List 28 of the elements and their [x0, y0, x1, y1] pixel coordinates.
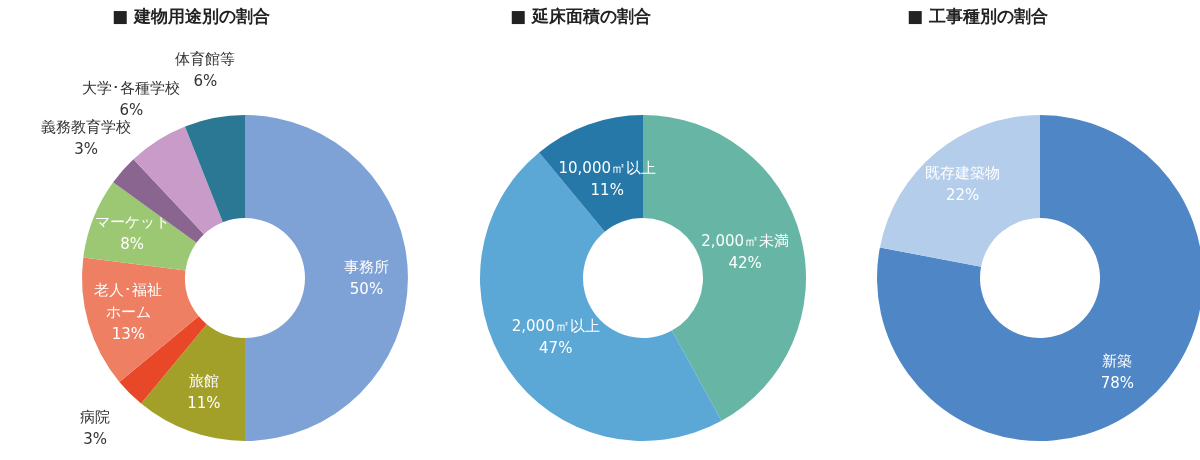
slice-label: 旅館: [188, 372, 219, 391]
slice-label: 2,000㎡未満: [701, 231, 790, 250]
data-label: 47%: [539, 339, 573, 358]
data-label: 13%: [111, 324, 145, 343]
slice-label: 老人･福祉ホーム: [94, 280, 163, 321]
data-label: 11%: [187, 394, 221, 413]
chart-title: ■ 工事種別の割合: [907, 6, 1048, 26]
chart-title: ■ 延床面積の割合: [510, 6, 651, 26]
slice-label: 大学･各種学校: [82, 79, 181, 98]
data-label: 8%: [120, 235, 144, 254]
data-label: 3%: [74, 139, 98, 158]
data-label: 6%: [119, 101, 144, 120]
data-label: 22%: [945, 186, 980, 205]
chart-title: ■ 建物用途別の割合: [112, 6, 270, 26]
data-label: 3%: [83, 429, 108, 448]
data-label: 42%: [728, 253, 762, 272]
data-label: 78%: [1100, 373, 1135, 392]
slice-label: 体育館等: [175, 49, 236, 68]
slice-label: 既存建築物: [925, 164, 1001, 183]
data-label: 6%: [193, 71, 218, 90]
slice-label: 義務教育学校: [41, 117, 132, 136]
slice-label: 10,000㎡以上: [558, 158, 657, 177]
slice-label: 事務所: [344, 258, 389, 276]
data-label: 11%: [590, 180, 624, 199]
slice-label: 病院: [80, 407, 111, 426]
slice-label: 2,000㎡以上: [511, 317, 600, 336]
data-label: 50%: [349, 280, 384, 298]
slice-label: 新築: [1102, 351, 1133, 370]
